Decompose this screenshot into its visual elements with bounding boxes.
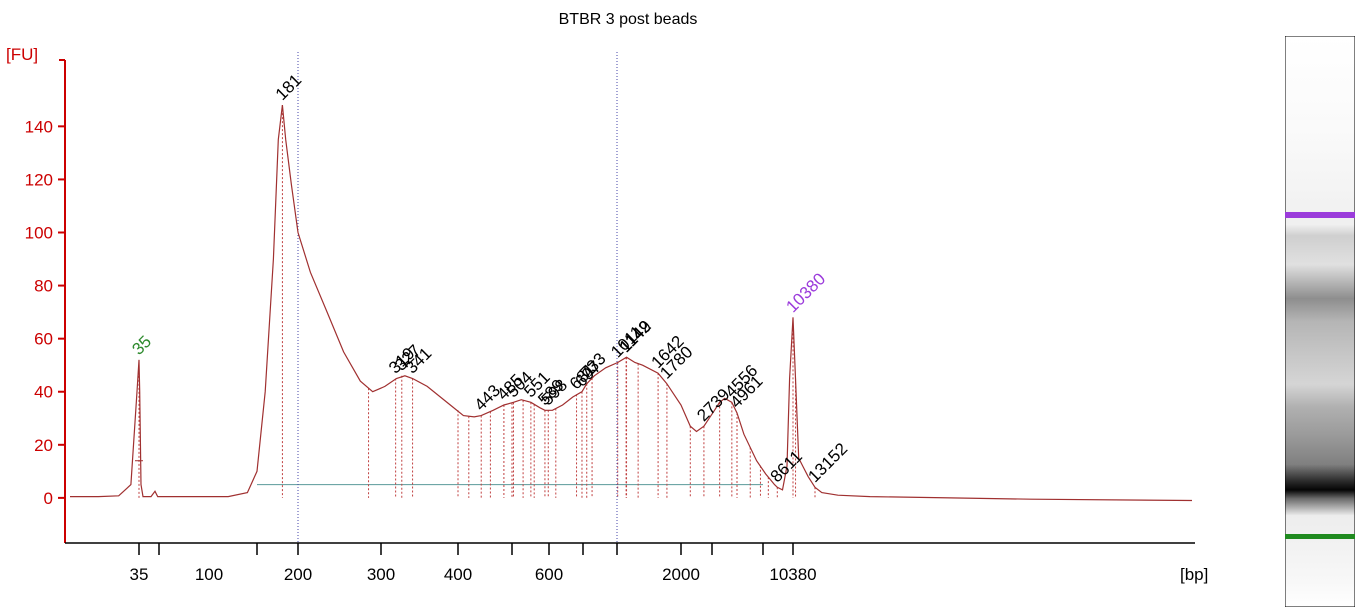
x-tick-label: 35 <box>130 565 149 584</box>
x-tick-label: 2000 <box>662 565 700 584</box>
y-tick-label: 20 <box>34 436 53 455</box>
x-unit-label: [bp] <box>1180 565 1208 584</box>
gel-upper-marker-band <box>1285 212 1355 218</box>
trace-line <box>70 105 1193 502</box>
y-tick-label: 40 <box>34 383 53 402</box>
peak-label: 13152 <box>804 439 851 486</box>
peak-label: 8611 <box>767 447 806 486</box>
gel-lower-marker-band <box>1285 534 1355 539</box>
y-tick-label: 140 <box>25 117 53 136</box>
peak-label: 10380 <box>782 269 829 316</box>
y-tick-label: 120 <box>25 170 53 189</box>
y-tick-label: 0 <box>44 489 53 508</box>
gel-lane-image <box>1285 36 1355 607</box>
y-tick-label: 80 <box>34 277 53 296</box>
y-tick-label: 60 <box>34 330 53 349</box>
x-tick-label: 400 <box>444 565 472 584</box>
y-unit-label: [FU] <box>6 45 38 64</box>
y-tick-label: 100 <box>25 224 53 243</box>
chart-title: BTBR 3 post beads <box>559 11 698 28</box>
x-tick-label: 200 <box>284 565 312 584</box>
x-tick-label: 300 <box>367 565 395 584</box>
x-tick-label: 600 <box>535 565 563 584</box>
peak-label: 181 <box>272 70 305 103</box>
gel-lane-background <box>1285 36 1355 607</box>
x-tick-label: 100 <box>195 565 223 584</box>
peak-label: 35 <box>128 332 155 359</box>
x-tick-label: 10380 <box>769 565 816 584</box>
